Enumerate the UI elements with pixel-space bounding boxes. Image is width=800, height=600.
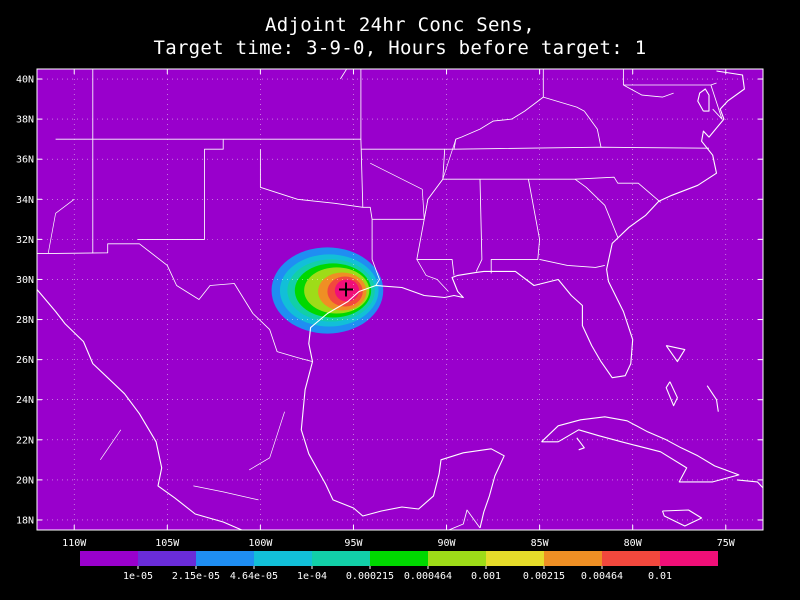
colorbar-swatch-1 bbox=[138, 551, 196, 566]
colorbar-label-0: 1e-05 bbox=[123, 571, 153, 582]
colorbar-label-9: 0.01 bbox=[648, 571, 672, 582]
lat-label-36N: 36N bbox=[16, 155, 34, 166]
colorbar-swatch-6 bbox=[428, 551, 486, 566]
colorbar-swatch-2 bbox=[196, 551, 254, 566]
colorbar-label-1: 2.15e-05 bbox=[172, 571, 220, 582]
colorbar-swatch-3 bbox=[254, 551, 312, 566]
lon-label-85W: 85W bbox=[531, 538, 550, 549]
lon-label-100W: 100W bbox=[248, 538, 273, 549]
colorbar-swatch-0 bbox=[80, 551, 138, 566]
contour-1 bbox=[329, 339, 363, 361]
colorbar-swatch-8 bbox=[544, 551, 602, 566]
lat-label-40N: 40N bbox=[16, 75, 34, 86]
lat-label-22N: 22N bbox=[16, 435, 34, 446]
lat-label-20N: 20N bbox=[16, 475, 34, 486]
colorbar-label-5: 0.000464 bbox=[404, 571, 452, 582]
colorbar-swatch-10 bbox=[660, 551, 718, 566]
lon-label-75W: 75W bbox=[717, 538, 736, 549]
colorbar-label-7: 0.00215 bbox=[523, 571, 565, 582]
colorbar-label-2: 4.64e-05 bbox=[230, 571, 278, 582]
lon-label-110W: 110W bbox=[62, 538, 87, 549]
lat-label-32N: 32N bbox=[16, 235, 34, 246]
lat-label-18N: 18N bbox=[16, 515, 34, 526]
colorbar-label-6: 0.001 bbox=[471, 571, 501, 582]
lon-label-90W: 90W bbox=[438, 538, 457, 549]
lat-label-34N: 34N bbox=[16, 195, 34, 206]
colorbar-label-3: 1e-04 bbox=[297, 571, 327, 582]
lat-label-28N: 28N bbox=[16, 315, 34, 326]
map-background bbox=[37, 69, 763, 530]
lon-label-80W: 80W bbox=[624, 538, 643, 549]
colorbar-label-8: 0.00464 bbox=[581, 571, 623, 582]
lat-label-24N: 24N bbox=[16, 395, 34, 406]
lat-label-30N: 30N bbox=[16, 275, 34, 286]
lon-label-95W: 95W bbox=[344, 538, 363, 549]
lat-label-38N: 38N bbox=[16, 115, 34, 126]
colorbar-swatch-7 bbox=[486, 551, 544, 566]
lat-label-26N: 26N bbox=[16, 355, 34, 366]
lon-label-105W: 105W bbox=[155, 538, 180, 549]
colorbar-swatch-4 bbox=[312, 551, 370, 566]
colorbar-label-4: 0.000215 bbox=[346, 571, 394, 582]
colorbar: 1e-05 2.15e-05 4.64e-05 1e-04 0.000215 0.0004… bbox=[80, 551, 718, 582]
colorbar-swatch-5 bbox=[370, 551, 428, 566]
river-line-41 bbox=[372, 534, 398, 542]
colorbar-swatch-9 bbox=[602, 551, 660, 566]
